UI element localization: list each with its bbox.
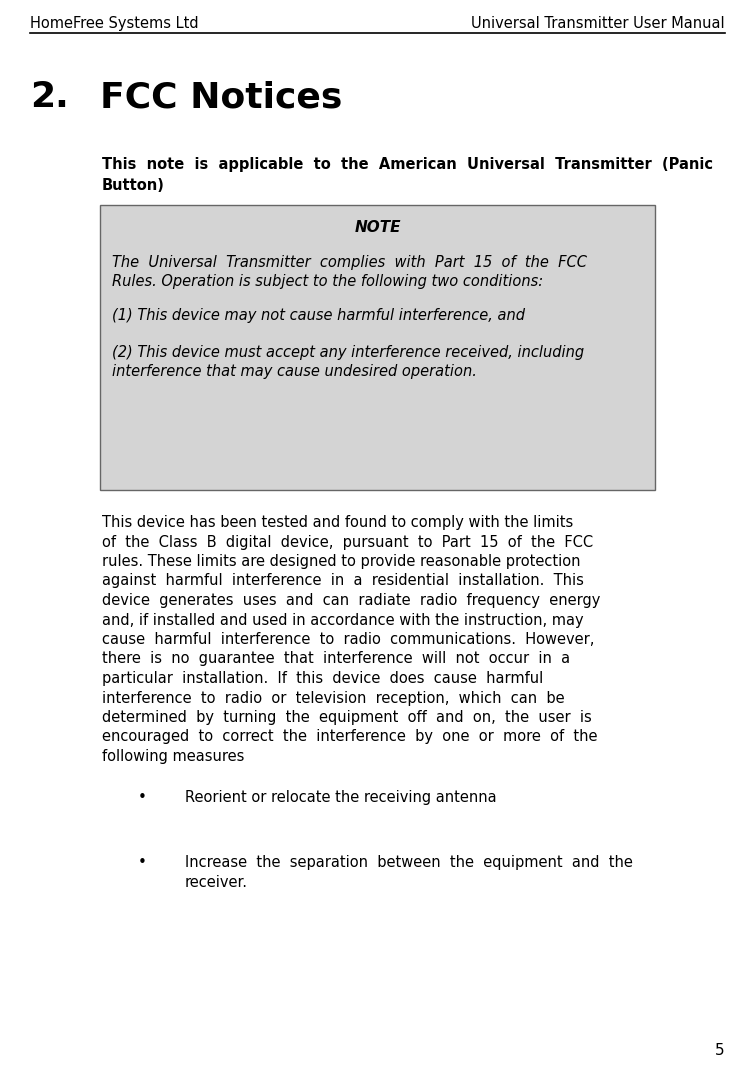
Text: and, if installed and used in accordance with the instruction, may: and, if installed and used in accordance… — [102, 613, 584, 627]
Text: •: • — [138, 790, 147, 805]
Text: receiver.: receiver. — [185, 875, 248, 890]
Text: Universal Transmitter User Manual: Universal Transmitter User Manual — [471, 16, 725, 31]
Text: This device has been tested and found to comply with the limits: This device has been tested and found to… — [102, 516, 573, 530]
Text: particular  installation.  If  this  device  does  cause  harmful: particular installation. If this device … — [102, 671, 544, 686]
Text: •: • — [138, 854, 147, 870]
Text: (1) This device may not cause harmful interference, and: (1) This device may not cause harmful in… — [112, 308, 525, 323]
Text: rules. These limits are designed to provide reasonable protection: rules. These limits are designed to prov… — [102, 554, 581, 569]
Text: following measures: following measures — [102, 749, 245, 764]
Text: Rules. Operation is subject to the following two conditions:: Rules. Operation is subject to the follo… — [112, 274, 543, 289]
Text: The  Universal  Transmitter  complies  with  Part  15  of  the  FCC: The Universal Transmitter complies with … — [112, 255, 587, 270]
Text: HomeFree Systems Ltd: HomeFree Systems Ltd — [30, 16, 199, 31]
Text: encouraged  to  correct  the  interference  by  one  or  more  of  the: encouraged to correct the interference b… — [102, 730, 597, 744]
Text: 2.: 2. — [30, 80, 69, 114]
Text: interference  to  radio  or  television  reception,  which  can  be: interference to radio or television rece… — [102, 691, 565, 705]
Text: (2) This device must accept any interference received, including: (2) This device must accept any interfer… — [112, 345, 584, 360]
Text: Reorient or relocate the receiving antenna: Reorient or relocate the receiving anten… — [185, 790, 497, 805]
Text: NOTE: NOTE — [354, 220, 401, 235]
Text: against  harmful  interference  in  a  residential  installation.  This: against harmful interference in a reside… — [102, 574, 584, 588]
Text: of  the  Class  B  digital  device,  pursuant  to  Part  15  of  the  FCC: of the Class B digital device, pursuant … — [102, 535, 593, 549]
FancyBboxPatch shape — [100, 205, 655, 490]
Text: determined  by  turning  the  equipment  off  and  on,  the  user  is: determined by turning the equipment off … — [102, 710, 592, 725]
Text: 5: 5 — [716, 1043, 725, 1058]
Text: interference that may cause undesired operation.: interference that may cause undesired op… — [112, 364, 477, 379]
Text: Button): Button) — [102, 178, 165, 193]
Text: there  is  no  guarantee  that  interference  will  not  occur  in  a: there is no guarantee that interference … — [102, 652, 570, 666]
Text: FCC Notices: FCC Notices — [100, 80, 342, 114]
Text: cause  harmful  interference  to  radio  communications.  However,: cause harmful interference to radio comm… — [102, 632, 594, 647]
Text: device  generates  uses  and  can  radiate  radio  frequency  energy: device generates uses and can radiate ra… — [102, 593, 600, 608]
Text: This  note  is  applicable  to  the  American  Universal  Transmitter  (Panic: This note is applicable to the American … — [102, 157, 713, 172]
Text: Increase  the  separation  between  the  equipment  and  the: Increase the separation between the equi… — [185, 854, 633, 870]
